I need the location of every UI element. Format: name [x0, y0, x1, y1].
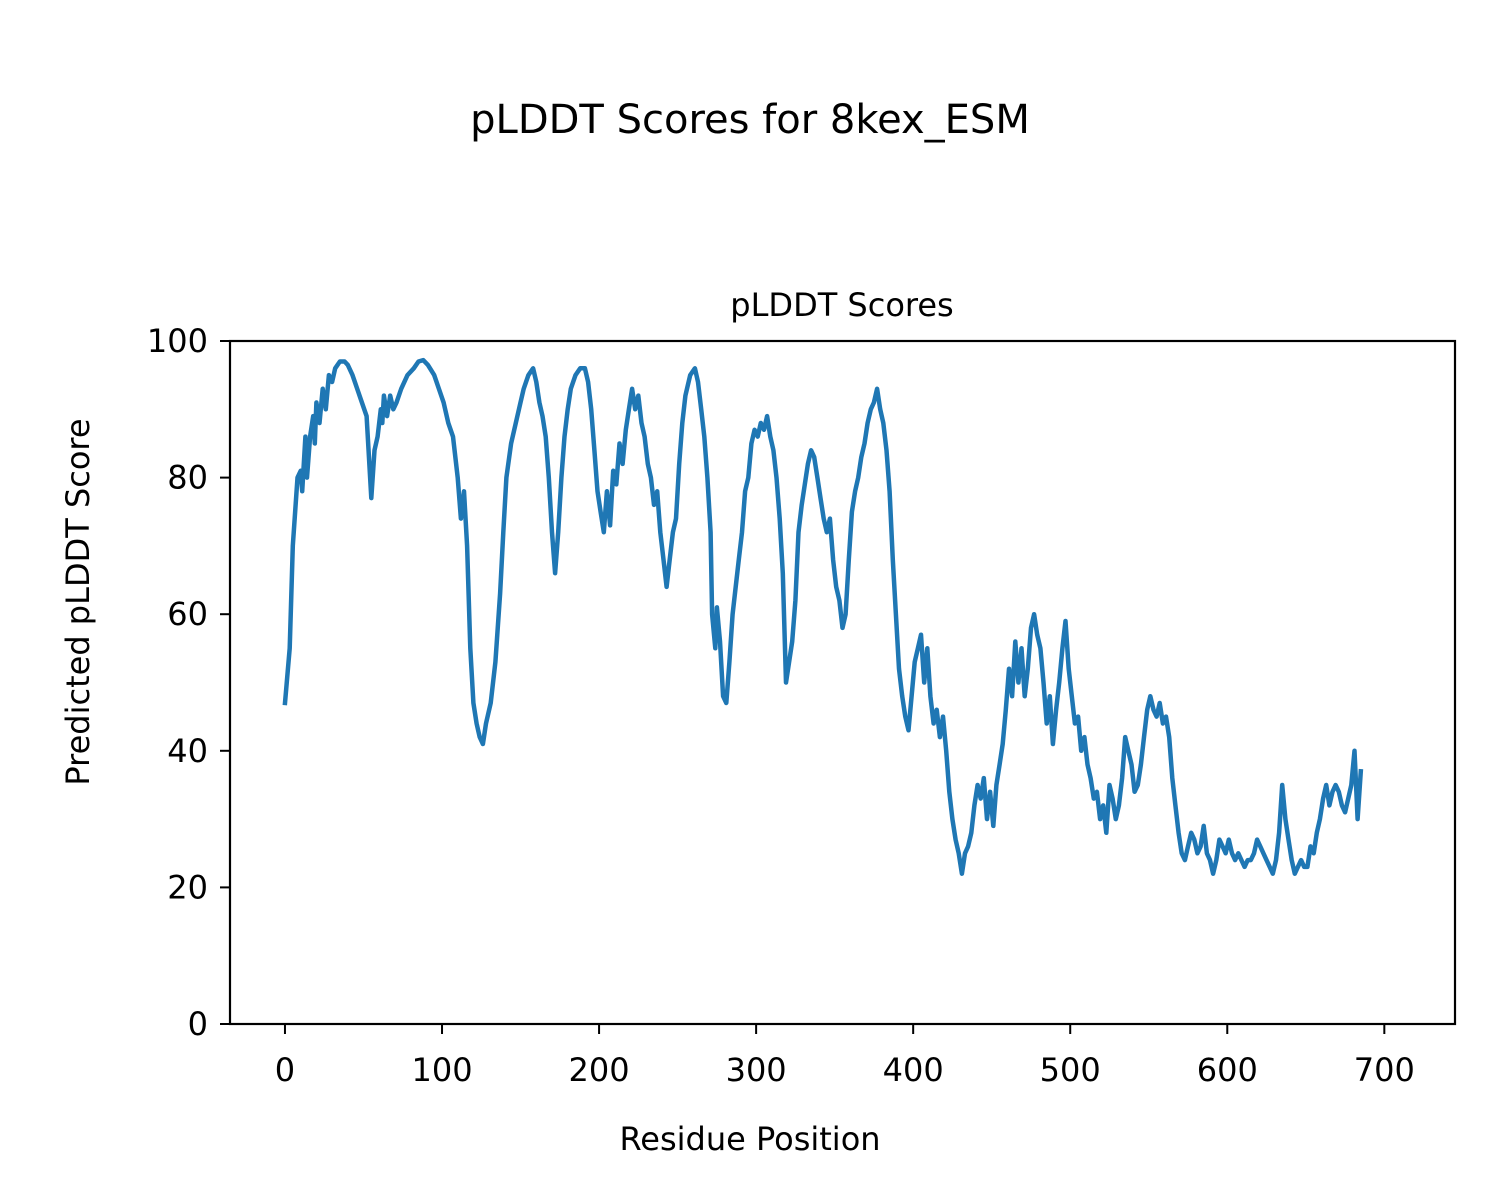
x-tick-label: 600: [1197, 1051, 1258, 1089]
y-tick-label: 60: [167, 595, 208, 633]
x-tick-label: 300: [726, 1051, 787, 1089]
y-axis-label: Predicted pLDDT Score: [59, 418, 97, 785]
y-tick-label: 40: [167, 732, 208, 770]
y-tick-label: 80: [167, 459, 208, 497]
x-tick-label: 100: [411, 1051, 472, 1089]
y-axis-ticks: 0 20 40 60 80 100: [147, 322, 230, 1043]
figure-suptitle: pLDDT Scores for 8kex_ESM: [470, 97, 1030, 143]
x-axis-ticks: 0 100 200 300 400 500 600 700: [275, 1024, 1415, 1089]
chart-title: pLDDT Scores: [730, 286, 953, 324]
y-tick-label: 100: [147, 322, 208, 360]
x-tick-label: 700: [1354, 1051, 1415, 1089]
plddt-series-line: [282, 357, 1364, 876]
plot-frame: [228, 339, 1457, 1026]
x-axis-label: Residue Position: [619, 1120, 880, 1158]
x-tick-label: 500: [1040, 1051, 1101, 1089]
x-tick-label: 200: [569, 1051, 630, 1089]
x-tick-label: 0: [275, 1051, 295, 1089]
y-tick-label: 20: [167, 868, 208, 906]
x-tick-label: 400: [883, 1051, 944, 1089]
y-tick-label: 0: [188, 1005, 208, 1043]
